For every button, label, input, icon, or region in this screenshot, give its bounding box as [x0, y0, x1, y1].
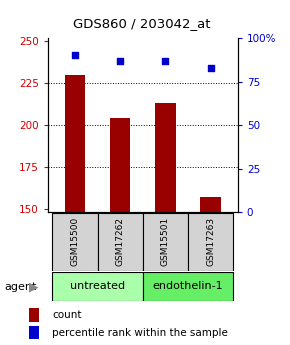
Bar: [188, 213, 233, 271]
Point: [118, 58, 123, 63]
Bar: [52, 213, 98, 271]
Bar: [29, 326, 39, 339]
Bar: [143, 213, 188, 271]
Text: ▶: ▶: [28, 280, 38, 294]
Point: [208, 65, 213, 70]
Bar: [155, 103, 176, 212]
Bar: [143, 272, 233, 301]
Text: GSM17263: GSM17263: [206, 217, 215, 266]
Point: [163, 58, 168, 63]
Bar: [200, 197, 221, 212]
Point: [73, 52, 77, 58]
Text: untreated: untreated: [70, 281, 125, 291]
Text: GSM15500: GSM15500: [70, 217, 79, 266]
Bar: [29, 308, 39, 322]
Text: endothelin-1: endothelin-1: [153, 281, 223, 291]
Text: GSM17262: GSM17262: [116, 217, 125, 266]
Text: percentile rank within the sample: percentile rank within the sample: [52, 328, 228, 338]
Bar: [52, 272, 143, 301]
Bar: [110, 118, 130, 212]
Bar: [65, 75, 85, 212]
Text: GDS860 / 203042_at: GDS860 / 203042_at: [73, 17, 211, 30]
Text: agent: agent: [4, 282, 37, 292]
Text: count: count: [52, 310, 81, 320]
Text: GSM15501: GSM15501: [161, 217, 170, 266]
Bar: [98, 213, 143, 271]
